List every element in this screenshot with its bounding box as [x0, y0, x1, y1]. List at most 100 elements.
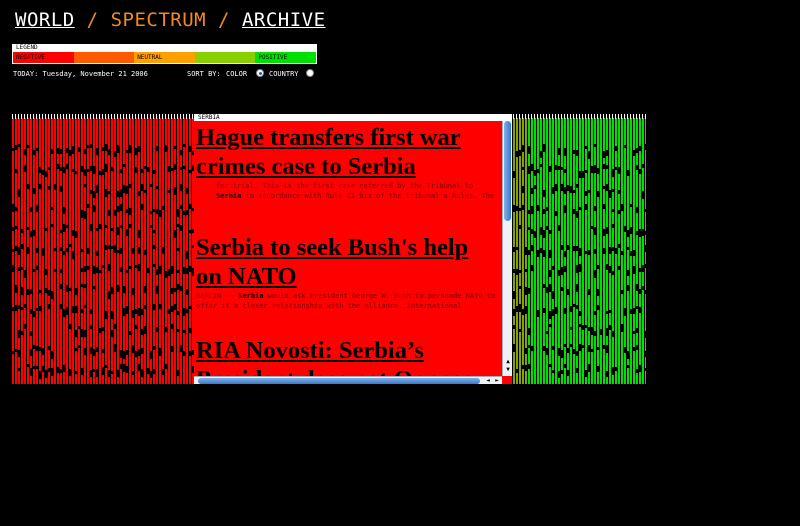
stripe-gap [531, 346, 533, 351]
stripe-gap [108, 370, 110, 377]
headline-link[interactable]: Hague transfers first war crimes case to… [196, 124, 461, 180]
stripe-gap [522, 205, 524, 210]
stripe-gap [618, 167, 620, 174]
sort-country-radio[interactable] [306, 69, 314, 77]
stripe-gap [177, 329, 179, 332]
stripe-gap [645, 351, 646, 357]
stripe-gap [561, 370, 563, 374]
stripe-gap [159, 348, 161, 356]
headline-stripe [591, 118, 593, 384]
stripe-gap [573, 246, 575, 251]
stripe-gap [63, 224, 65, 232]
stripe-gap [144, 166, 146, 169]
stripe-gap [93, 286, 95, 289]
stripe-gap [33, 345, 35, 349]
stripe-tick [102, 114, 103, 119]
stripe-gap [33, 269, 35, 272]
stripe-gap [111, 246, 113, 249]
headline-link[interactable]: Serbia to seek Bush's help on NATO [196, 234, 469, 290]
stripe-gap [102, 169, 104, 175]
headline-stripe [546, 118, 548, 384]
stripe-gap [21, 244, 23, 249]
stripe-tick [594, 114, 595, 119]
stripe-gap [576, 351, 578, 356]
stripe-gap [138, 364, 140, 371]
stripe-gap [81, 249, 83, 252]
stripe-tick [585, 114, 586, 119]
stripe-tick [90, 114, 91, 119]
horizontal-scrollbar[interactable]: ◄ ► [194, 376, 502, 384]
scroll-right-icon[interactable]: ► [495, 377, 499, 384]
stripe-tick [579, 114, 580, 119]
scroll-left-icon[interactable]: ◄ [486, 377, 490, 384]
stripe-gap [636, 165, 638, 170]
stripe-gap [60, 284, 62, 289]
stripe-gap [180, 167, 182, 170]
stripe-gap [591, 327, 593, 335]
stripe-gap [603, 186, 605, 189]
stripe-gap [30, 289, 32, 294]
stripe-gap [96, 369, 98, 377]
stripe-gap [522, 167, 524, 170]
stripe-gap [189, 230, 191, 233]
stripe-gap [69, 288, 71, 291]
stripe-gap [105, 365, 107, 368]
stripe-gap [12, 265, 14, 272]
stripe-gap [528, 345, 530, 348]
headline-stripe [618, 118, 620, 384]
stripe-gap [153, 230, 155, 233]
stripe-gap [171, 346, 173, 352]
stripe-gap [87, 248, 89, 254]
stripe-gap [75, 288, 77, 295]
stripe-gap [36, 248, 38, 253]
stripe-gap [189, 306, 191, 309]
stripe-gap [513, 309, 515, 316]
scroll-down-icon[interactable]: ▼ [506, 366, 510, 373]
stripe-gap [612, 367, 614, 375]
stripe-gap [174, 230, 176, 238]
stripe-tick [54, 114, 55, 119]
stripe-gap [540, 164, 542, 167]
stripe-gap [63, 309, 65, 317]
stripe-gap [102, 349, 104, 353]
stripe-gap [513, 171, 515, 178]
headline-stripe [156, 118, 158, 384]
stripe-gap [627, 270, 629, 276]
stripe-gap [12, 148, 14, 151]
sort-color-radio[interactable] [256, 69, 264, 77]
nav-archive-link[interactable]: ARCHIVE [241, 9, 326, 31]
stripe-gap [564, 148, 566, 156]
stripe-gap [519, 270, 521, 273]
stripe-gap [84, 266, 86, 272]
stripe-gap [546, 287, 548, 293]
stripe-gap [519, 208, 521, 211]
stripe-gap [132, 288, 134, 295]
headline-stripe [552, 118, 554, 384]
nav-world-link[interactable]: WORLD [15, 9, 75, 31]
stripe-gap [618, 190, 620, 194]
vertical-scrollbar[interactable]: ▲ ▼ [502, 121, 512, 376]
stripe-gap [42, 248, 44, 256]
stripe-gap [177, 370, 179, 376]
stripe-gap [567, 289, 569, 295]
stripe-gap [48, 186, 50, 190]
stripe-tick [87, 114, 88, 119]
stripe-gap [27, 289, 29, 295]
horizontal-scroll-thumb[interactable] [198, 378, 480, 384]
headline-stripe [111, 118, 113, 384]
stripe-gap [63, 251, 65, 255]
headline-stripe [102, 118, 104, 384]
headline-stripe [78, 118, 80, 384]
scroll-up-icon[interactable]: ▲ [506, 358, 510, 365]
headline-link[interactable]: RIA Novosti: Serbia’s President does not… [196, 337, 473, 376]
stripe-gap [24, 270, 26, 278]
stripe-tick [132, 114, 133, 119]
stripe-tick [21, 114, 22, 119]
stripe-tick [180, 114, 181, 119]
vertical-scroll-thumb[interactable] [504, 121, 511, 221]
stripe-gap [627, 230, 629, 237]
stripe-tick [624, 114, 625, 119]
stripe-tick [45, 114, 46, 119]
stripe-gap [60, 230, 62, 233]
stripe-gap [111, 311, 113, 319]
